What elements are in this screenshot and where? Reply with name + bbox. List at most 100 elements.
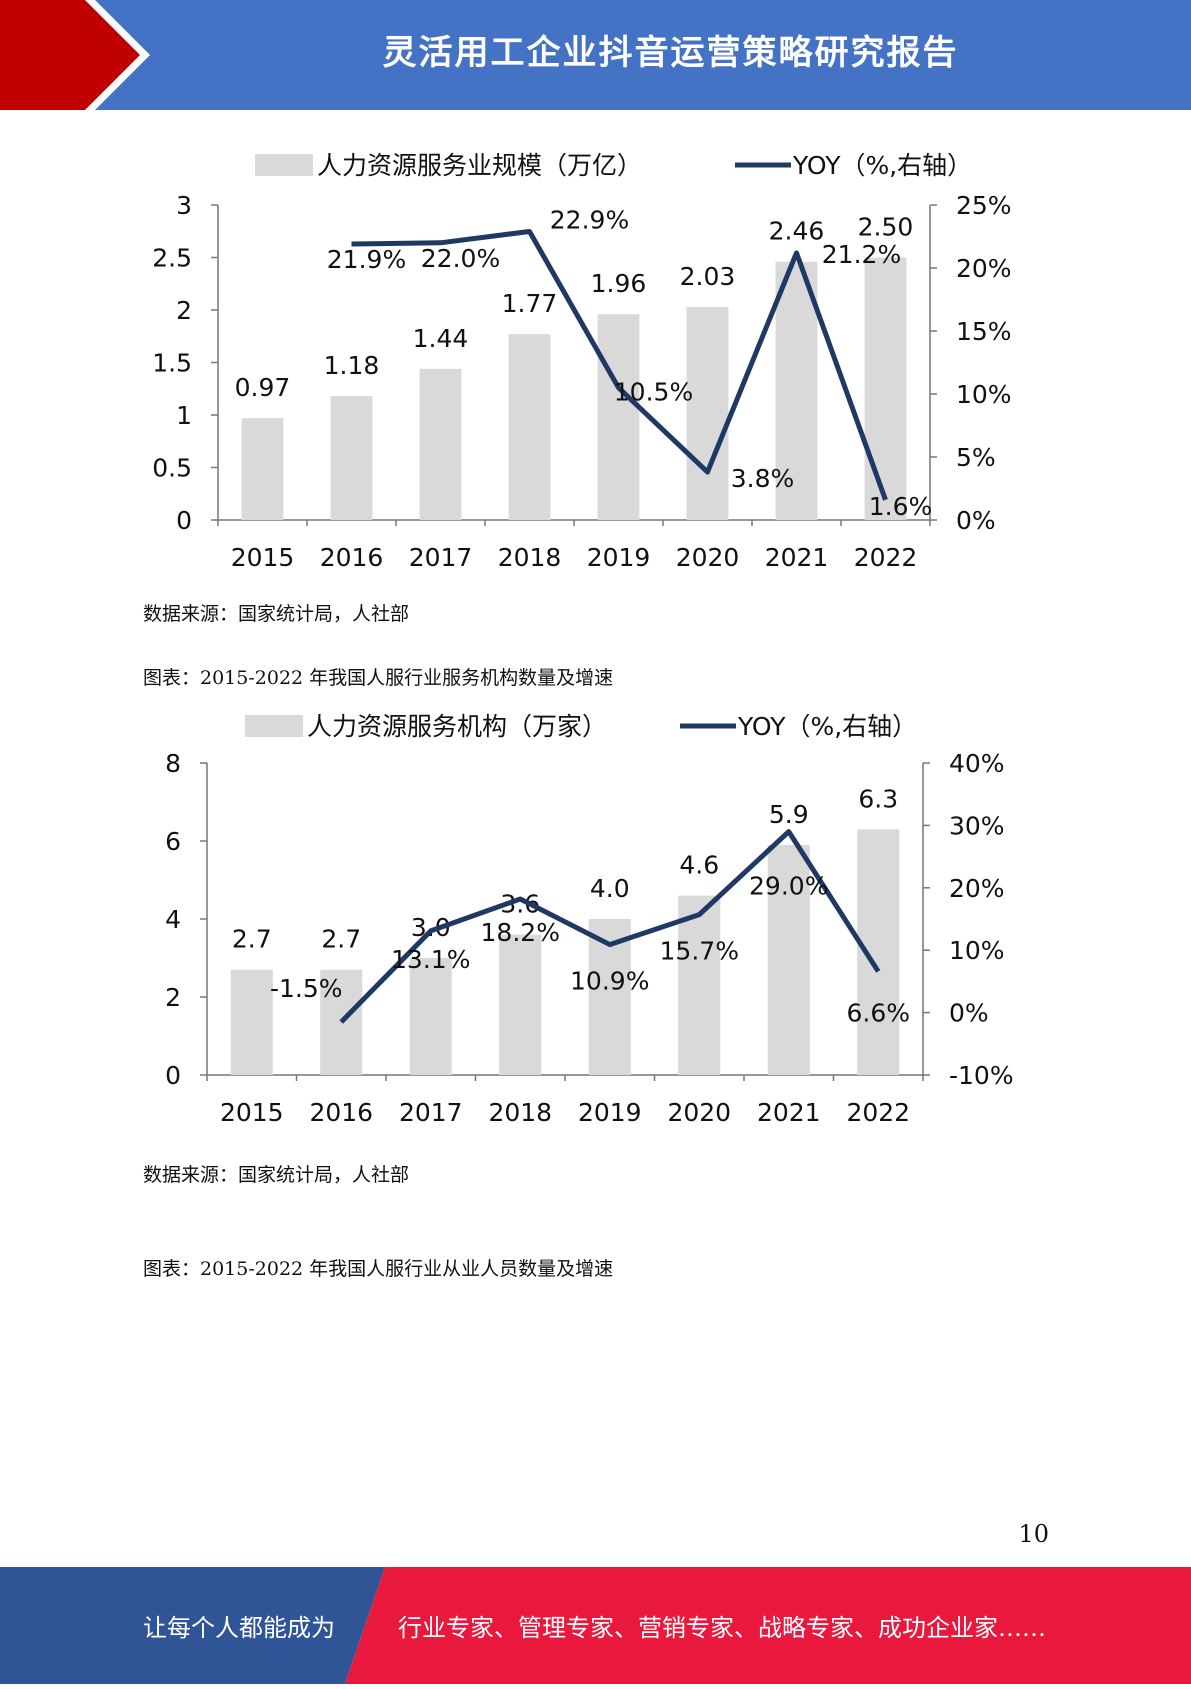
x-tick-label: 2022	[854, 543, 918, 572]
x-tick-label: 2022	[846, 1098, 910, 1127]
bar	[767, 844, 810, 1075]
yoy-value-label: 1.6%	[869, 492, 933, 521]
chart2-caption: 图表：2015-2022 年我国人服行业服务机构数量及增速	[143, 667, 614, 689]
x-tick-label: 2018	[488, 1098, 552, 1127]
yoy-value-label: 10.5%	[614, 378, 693, 407]
y-left-tick-label: 1.5	[152, 349, 192, 378]
y-right-tick-label: 0%	[956, 506, 996, 535]
bar-value-label: 2.7	[321, 925, 361, 954]
y-right-tick-label: 30%	[949, 811, 1005, 840]
y-left-tick-label: 4	[165, 905, 181, 934]
bar-value-label: 1.44	[413, 324, 469, 353]
y-right-tick-label: -10%	[949, 1061, 1014, 1090]
y-right-tick-label: 10%	[956, 380, 1012, 409]
y-right-tick-label: 25%	[956, 191, 1012, 220]
bar-value-label: 2.03	[680, 262, 736, 291]
x-tick-label: 2016	[320, 543, 384, 572]
x-tick-label: 2017	[409, 543, 473, 572]
y-left-tick-label: 3	[176, 191, 192, 220]
footer-slogan-right: 行业专家、管理专家、营销专家、战略专家、成功企业家……	[398, 1614, 1046, 1642]
yoy-value-label: 10.9%	[570, 967, 649, 996]
y-right-tick-label: 20%	[949, 874, 1005, 903]
bar	[330, 396, 373, 520]
header-banner: 灵活用工企业抖音运营策略研究报告	[0, 0, 1191, 110]
footer-background	[0, 1567, 1191, 1684]
x-tick-label: 2016	[309, 1098, 373, 1127]
legend-bar-label: 人力资源服务机构（万家）	[307, 712, 607, 741]
yoy-value-label: 3.8%	[731, 464, 795, 493]
legend-line-label: YOY（%,右轴）	[737, 712, 917, 741]
bar-value-label: 1.18	[324, 351, 380, 380]
yoy-value-label: 15.7%	[660, 937, 739, 966]
bar-value-label: 0.97	[235, 373, 291, 402]
y-right-tick-label: 5%	[956, 443, 996, 472]
chart-hr-service-institutions: 人力资源服务机构（万家） YOY（%,右轴） 0 2 4 6 8 -10% 0% 10% 20% 30…	[165, 712, 1014, 1127]
y-right-tick-label: 10%	[949, 936, 1005, 965]
y-left-tick-label: 2.5	[152, 244, 192, 273]
header-arrow-decoration	[0, 0, 150, 110]
y-left-tick-label: 2	[176, 296, 192, 325]
footer-banner: 让每个人都能成为 行业专家、管理专家、营销专家、战略专家、成功企业家……	[0, 1567, 1191, 1684]
legend-bar-swatch	[255, 154, 313, 176]
legend-line-label: YOY（%,右轴）	[792, 151, 972, 180]
bar	[864, 257, 907, 520]
bar-value-label: 4.6	[679, 851, 719, 880]
y-left-tick-label: 6	[165, 827, 181, 856]
y-right-tick-label: 20%	[956, 254, 1012, 283]
bar	[508, 334, 551, 520]
bar	[241, 418, 284, 520]
y-left-tick-label: 0.5	[152, 454, 192, 483]
yoy-value-label: 6.6%	[846, 998, 910, 1027]
bar-value-label: 1.96	[591, 269, 647, 298]
x-tick-label: 2019	[587, 543, 651, 572]
bar-value-label: 5.9	[769, 800, 809, 829]
x-tick-label: 2017	[399, 1098, 463, 1127]
x-tick-label: 2019	[578, 1098, 642, 1127]
bar-value-label: 1.77	[502, 289, 558, 318]
chart-hr-service-scale: 人力资源服务业规模（万亿） YOY（%,右轴） 0 0.5 1 1.5 2 2.5 3 0% 5% 1…	[152, 151, 1012, 572]
y-right-tick-label: 40%	[949, 749, 1005, 778]
bar	[419, 368, 462, 520]
footer-slogan-left: 让每个人都能成为	[143, 1614, 335, 1642]
bar-value-label: 2.7	[232, 925, 272, 954]
y-left-tick-label: 0	[165, 1061, 181, 1090]
bar-value-label: 6.3	[858, 784, 898, 813]
yoy-value-label: 22.0%	[421, 244, 500, 273]
chart1-source: 数据来源：国家统计局，人社部	[143, 603, 410, 625]
page-number: 10	[1018, 1520, 1049, 1548]
yoy-value-label: 18.2%	[481, 918, 560, 947]
yoy-value-label: 22.9%	[550, 205, 629, 234]
yoy-value-label: 13.1%	[391, 945, 470, 974]
yoy-value-label: 21.9%	[327, 245, 406, 274]
yoy-line	[351, 228, 888, 501]
x-tick-label: 2020	[676, 543, 740, 572]
chart2-source: 数据来源：国家统计局，人社部	[143, 1164, 410, 1186]
y-left-tick-label: 1	[176, 401, 192, 430]
bar	[678, 895, 721, 1075]
legend-bar-swatch	[245, 715, 303, 737]
bar-value-label: 4.0	[590, 874, 630, 903]
legend-bar-label: 人力资源服务业规模（万亿）	[317, 151, 642, 180]
x-tick-label: 2018	[498, 543, 562, 572]
yoy-value-label: -1.5%	[270, 974, 343, 1003]
yoy-value-label: 29.0%	[749, 872, 828, 901]
bar	[597, 314, 640, 520]
bar-value-label: 2.46	[769, 217, 825, 246]
x-tick-label: 2020	[667, 1098, 731, 1127]
x-tick-label: 2021	[757, 1098, 821, 1127]
bar	[686, 306, 729, 520]
bar-value-label: 2.50	[858, 213, 914, 242]
bar	[320, 969, 363, 1075]
x-tick-label: 2015	[220, 1098, 284, 1127]
y-right-tick-label: 0%	[949, 999, 989, 1028]
x-tick-label: 2021	[765, 543, 829, 572]
y-left-tick-label: 0	[176, 506, 192, 535]
bar	[230, 969, 273, 1075]
bar	[499, 934, 542, 1075]
yoy-value-label: 21.2%	[822, 240, 901, 269]
bar	[409, 958, 452, 1075]
chart3-caption: 图表：2015-2022 年我国人服行业从业人员数量及增速	[143, 1258, 614, 1280]
y-left-tick-label: 8	[165, 749, 181, 778]
x-tick-label: 2015	[231, 543, 295, 572]
yoy-line	[339, 829, 881, 1024]
